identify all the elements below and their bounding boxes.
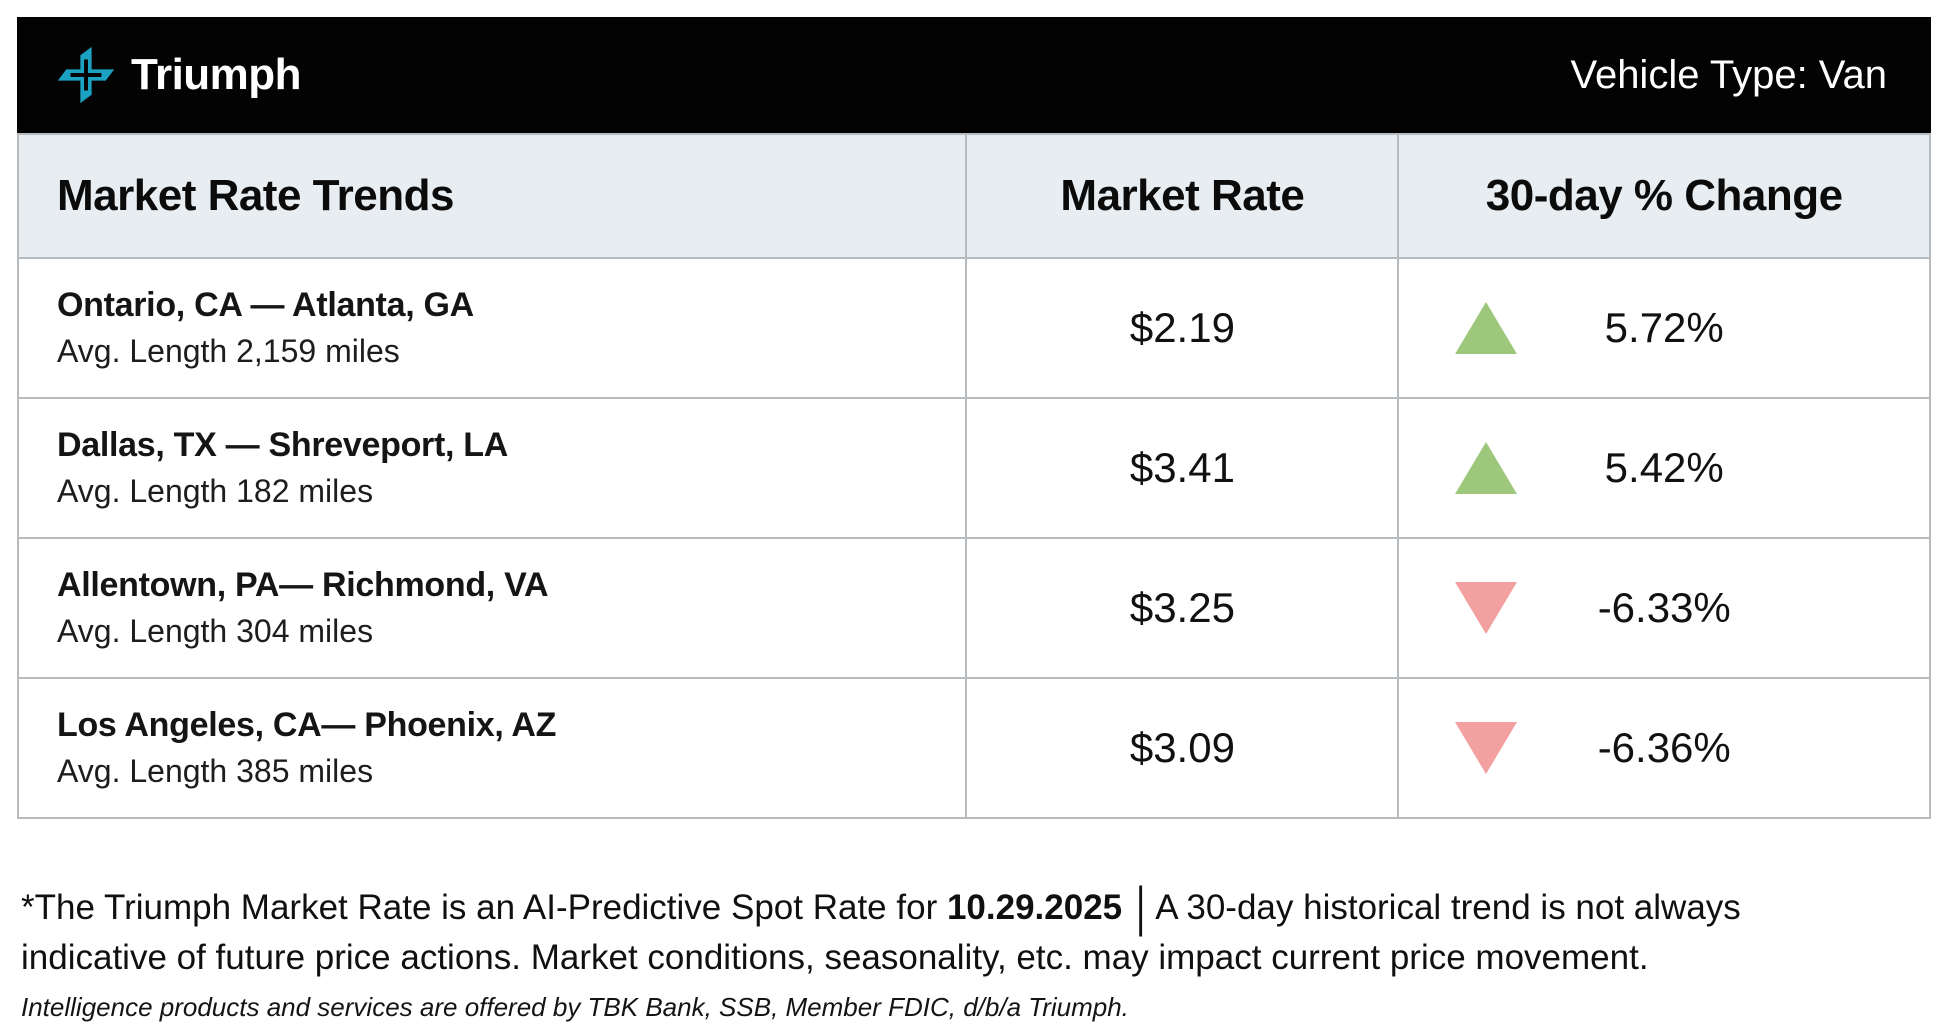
percent-change-value: -6.33% (1597, 584, 1731, 631)
table-row: Los Angeles, CA— Phoenix, AZ Avg. Length… (16, 677, 1931, 819)
table-row: Dallas, TX — Shreveport, LA Avg. Length … (16, 397, 1931, 539)
column-header-change: 30-day % Change (1397, 133, 1931, 259)
brand-logo: Triumph (55, 44, 302, 106)
trend-up-icon (1455, 302, 1518, 354)
route-label: Allentown, PA— Richmond, VA (57, 565, 549, 604)
percent-change-value: 5.72% (1604, 304, 1724, 351)
route-label: Los Angeles, CA— Phoenix, AZ (57, 705, 557, 744)
brand-bar: Triumph Vehicle Type: Van (17, 17, 1931, 133)
table-header-row: Market Rate Trends Market Rate 30-day % … (16, 133, 1931, 259)
market-rate-value: $3.09 (965, 677, 1400, 819)
column-header-trends: Market Rate Trends (16, 133, 968, 259)
market-rate-table: Market Rate Trends Market Rate 30-day % … (16, 133, 1931, 819)
percent-change-value: 5.42% (1604, 444, 1724, 491)
avg-length-label: Avg. Length 2,159 miles (57, 333, 400, 370)
route-label: Ontario, CA — Atlanta, GA (57, 285, 474, 324)
trend-down-icon (1455, 582, 1518, 634)
table-row: Allentown, PA— Richmond, VA Avg. Length … (16, 537, 1931, 679)
trend-up-icon (1455, 442, 1518, 494)
disclaimer-text: *The Triumph Market Rate is an AI-Predic… (17, 877, 1931, 982)
route-label: Dallas, TX — Shreveport, LA (57, 425, 509, 464)
legal-text: Intelligence products and services are o… (21, 992, 1129, 1023)
avg-length-label: Avg. Length 182 miles (57, 473, 374, 510)
market-rate-value: $3.41 (965, 397, 1400, 539)
triumph-cross-icon (57, 46, 115, 104)
trend-down-icon (1455, 722, 1518, 774)
avg-length-label: Avg. Length 304 miles (57, 613, 374, 650)
table-row: Ontario, CA — Atlanta, GA Avg. Length 2,… (16, 257, 1931, 399)
disclaimer-line1: A 30-day historical trend is not always (1155, 888, 1741, 927)
percent-change-value: -6.36% (1597, 724, 1731, 771)
rate-date: 10.29.2025 (946, 888, 1123, 927)
avg-length-label: Avg. Length 385 miles (57, 753, 374, 790)
disclaimer-prefix: *The Triumph Market Rate is an AI-Predic… (21, 888, 947, 927)
market-rate-value: $2.19 (965, 257, 1400, 399)
market-rate-value: $3.25 (965, 537, 1400, 679)
column-header-market-rate: Market Rate (965, 133, 1400, 259)
disclaimer-line2: indicative of future price actions. Mark… (21, 937, 1649, 977)
divider: | (1136, 877, 1146, 938)
vehicle-type-label: Vehicle Type: Van (1570, 52, 1887, 97)
brand-name: Triumph (131, 50, 302, 99)
